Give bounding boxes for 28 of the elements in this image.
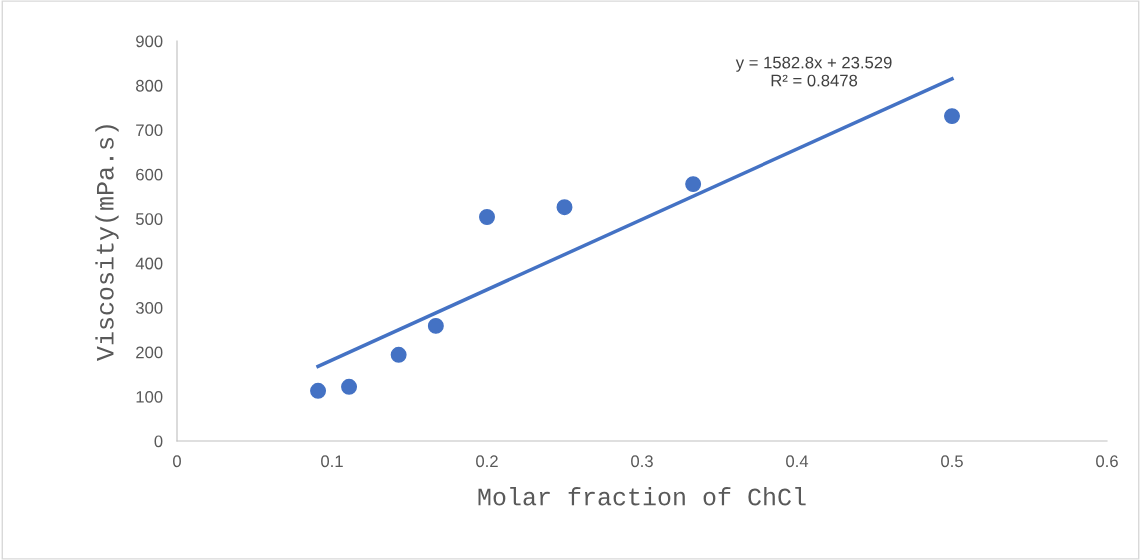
x-tick-label: 0.2: [476, 455, 498, 468]
y-tick-label: 200: [136, 346, 163, 359]
x-tick-label: 0.5: [941, 455, 963, 468]
x-tick-label: 0.4: [786, 455, 809, 468]
y-tick-label: 300: [135, 302, 163, 314]
y-tick-label: 700: [136, 124, 163, 137]
y-axis-title: Viscosity(mPa.s): [95, 125, 119, 361]
y-tick-label: 400: [135, 257, 163, 270]
y-tick-label: 0: [154, 435, 163, 448]
x-tick-label: 0.6: [1096, 455, 1118, 468]
y-tick-label: 800: [136, 79, 163, 92]
x-axis-title: Molar fraction of ChCl: [478, 487, 806, 506]
point: [341, 378, 358, 395]
point: [390, 346, 407, 363]
y-tick-label: 900: [136, 35, 163, 48]
point: [479, 209, 495, 225]
y-tick-label: 500: [135, 213, 163, 225]
point: [685, 176, 702, 193]
annotation: y = 1582.8x + 23.529 R² = 0.8478: [735, 56, 892, 87]
point: [310, 382, 327, 399]
x-tick-label: 0: [173, 455, 181, 468]
x-tick-label: 0.3: [631, 455, 653, 468]
x-tick-label: 0.1: [321, 455, 343, 468]
y-tick-label: 100: [136, 390, 163, 403]
point: [944, 108, 960, 125]
point: [427, 317, 444, 334]
point: [556, 199, 573, 216]
y-tick-label: 600: [136, 168, 163, 181]
